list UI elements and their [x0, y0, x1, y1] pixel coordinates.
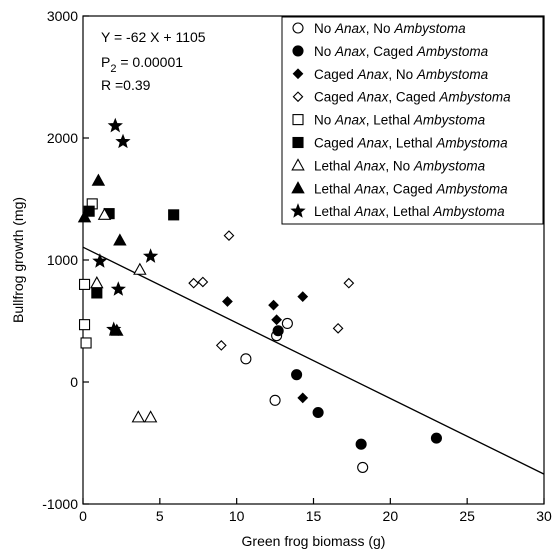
x-tick-label: 25: [459, 508, 475, 524]
data-point-triangle-open: [143, 410, 158, 423]
regression-r-value: R =0.39: [101, 77, 151, 93]
legend-marker-triangle-open: [291, 158, 305, 171]
data-point-triangle-open: [131, 410, 146, 423]
regression-equation: Y = -62 X + 1105: [101, 29, 206, 45]
legend-marker-circle-open: [292, 22, 304, 34]
y-tick-label: 2000: [47, 130, 78, 146]
legend-label: Caged Anax, Lethal Ambystoma: [314, 136, 508, 151]
y-axis-label: Bullfrog growth (mg): [10, 197, 26, 323]
data-point-star-filled: [92, 253, 108, 268]
x-tick-label: 0: [79, 508, 87, 524]
legend-label: Lethal Anax, No Ambystoma: [314, 158, 486, 173]
data-point-triangle-open: [90, 276, 104, 289]
x-tick-label: 10: [229, 508, 245, 524]
data-point-square-open: [80, 337, 92, 349]
data-point-diamond-open: [215, 340, 227, 351]
data-point-diamond-open: [223, 230, 235, 241]
x-tick-label: 30: [536, 508, 552, 524]
data-marks-group: [77, 117, 545, 475]
data-point-triangle-filled: [91, 173, 106, 186]
legend-marker-diamond-open: [292, 91, 304, 103]
data-point-circle-open: [240, 353, 252, 365]
data-point-diamond-filled: [297, 392, 309, 404]
x-tick-label: 20: [383, 508, 399, 524]
data-point-triangle-filled: [113, 233, 127, 246]
data-point-diamond-open: [188, 277, 200, 289]
data-point-star-filled: [110, 281, 126, 296]
legend-box: [281, 16, 544, 225]
x-axis-label: Green frog biomass (g): [242, 533, 386, 549]
legend-marker-star-filled: [290, 203, 306, 218]
data-point-triangle-open: [133, 262, 147, 275]
y-tick-label: 3000: [47, 8, 78, 24]
data-point-star-filled: [106, 321, 122, 337]
legend-label: No Anax, No Ambystoma: [314, 21, 466, 36]
legend-marker-square-open: [292, 114, 304, 126]
data-point-square-filled: [168, 209, 180, 221]
data-point-diamond-open: [197, 276, 209, 288]
legend-marker-diamond-filled: [292, 68, 304, 80]
legend-label: Lethal Anax, Lethal Ambystoma: [314, 204, 505, 219]
data-point-circle-filled: [272, 325, 284, 337]
data-point-circle-filled: [312, 406, 324, 419]
legend-marker-circle-filled: [292, 45, 304, 57]
data-point-diamond-filled: [268, 299, 279, 311]
data-point-square-open: [78, 278, 91, 290]
regression-p-value: P2 = 0.00001: [101, 54, 183, 75]
legend-label: No Anax, Caged Ambystoma: [314, 44, 489, 59]
x-tick-label: 5: [156, 508, 164, 524]
y-tick-label: 1000: [47, 252, 78, 268]
data-point-square-open: [78, 319, 91, 331]
data-point-diamond-open: [343, 277, 355, 289]
regression-line: [82, 246, 545, 475]
data-point-star-filled: [115, 133, 131, 149]
data-point-triangle-filled: [77, 210, 92, 223]
legend-marker-square-filled: [292, 136, 304, 149]
y-tick-label: 0: [70, 374, 78, 390]
data-point-diamond-filled: [271, 314, 282, 326]
y-tick-label: -1000: [42, 496, 78, 512]
data-point-circle-open: [269, 394, 281, 406]
data-point-star-filled: [142, 248, 159, 263]
data-point-circle-filled: [291, 369, 303, 381]
legend-marker-triangle-filled: [291, 181, 305, 194]
legend-label: Lethal Anax, Caged Ambystoma: [314, 181, 508, 196]
data-point-triangle-open: [97, 207, 112, 220]
data-point-diamond-filled: [222, 296, 233, 307]
legend: No Anax, No Ambystoma No Anax, Caged Amby…: [281, 16, 544, 225]
data-point-square-filled: [91, 287, 103, 299]
data-point-circle-open: [281, 317, 293, 329]
data-point-diamond-open: [332, 322, 344, 334]
legend-label: No Anax, Lethal Ambystoma: [314, 113, 486, 128]
legend-label: Caged Anax, No Ambystoma: [314, 67, 489, 82]
legend-label: Caged Anax, Caged Ambystoma: [314, 90, 511, 105]
data-point-diamond-filled: [297, 291, 309, 302]
x-tick-label: 15: [306, 508, 322, 524]
regression-stats: Y = -62 X + 1105 P2 = 0.00001 R =0.39: [101, 29, 206, 93]
data-point-star-filled: [107, 117, 123, 133]
data-point-circle-filled: [430, 432, 442, 444]
data-point-circle-filled: [355, 438, 367, 450]
data-point-circle-open: [357, 461, 369, 473]
